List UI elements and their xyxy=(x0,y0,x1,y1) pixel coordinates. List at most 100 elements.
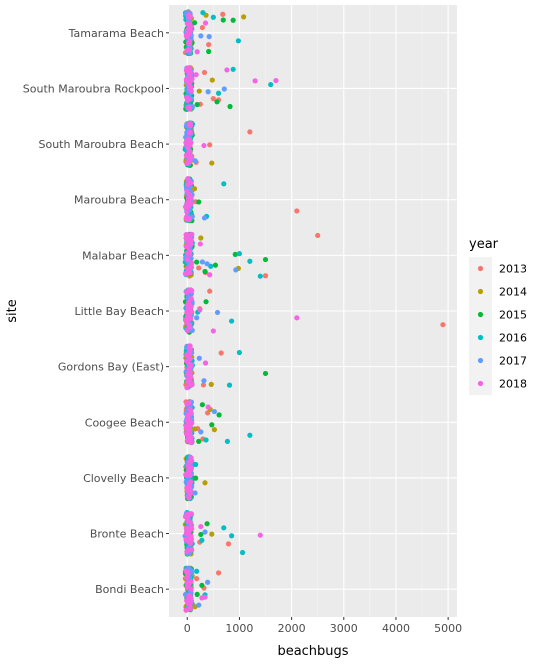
data-point xyxy=(205,404,211,410)
data-point xyxy=(186,594,192,600)
data-point xyxy=(196,199,202,205)
data-point xyxy=(184,385,190,391)
data-point xyxy=(185,176,191,182)
data-point xyxy=(235,38,241,44)
x-axis-title: beachbugs xyxy=(277,644,348,659)
data-point xyxy=(186,322,192,329)
data-points xyxy=(182,9,446,613)
data-point xyxy=(247,129,253,135)
data-point xyxy=(294,208,300,214)
data-point xyxy=(185,104,192,110)
data-point xyxy=(184,209,190,215)
major-gridlines-y xyxy=(169,32,457,590)
data-point xyxy=(194,576,200,582)
data-point xyxy=(184,250,190,256)
data-point xyxy=(230,66,236,72)
legend-label: 2018 xyxy=(499,378,527,391)
data-point xyxy=(229,533,235,539)
data-point xyxy=(206,34,212,40)
data-point xyxy=(224,67,230,73)
data-point xyxy=(201,215,208,221)
data-point xyxy=(194,315,200,321)
data-point xyxy=(199,259,205,265)
data-point xyxy=(187,38,193,44)
data-point xyxy=(257,273,263,279)
legend-label: 2014 xyxy=(499,286,527,299)
y-axis-title: site xyxy=(5,299,20,322)
data-point xyxy=(193,72,199,78)
data-point xyxy=(206,48,212,55)
data-point xyxy=(186,159,193,165)
data-point xyxy=(233,267,239,273)
data-point xyxy=(209,77,215,83)
data-point xyxy=(191,20,198,26)
y-tick-label: Bronte Beach xyxy=(90,528,164,541)
data-point xyxy=(211,408,217,415)
data-point xyxy=(247,258,253,264)
data-point xyxy=(186,122,193,128)
data-point xyxy=(191,186,198,192)
data-point xyxy=(201,69,208,76)
data-point xyxy=(185,232,191,238)
data-point xyxy=(220,11,226,17)
data-point xyxy=(193,475,199,481)
data-point xyxy=(196,265,202,271)
data-point xyxy=(187,270,193,276)
data-point xyxy=(186,488,192,494)
data-point xyxy=(199,582,205,588)
data-point xyxy=(188,380,194,386)
data-point xyxy=(198,523,204,530)
data-point xyxy=(273,77,279,84)
data-point xyxy=(187,348,193,354)
data-point xyxy=(184,94,190,100)
data-point xyxy=(192,158,198,164)
data-point xyxy=(194,49,200,55)
data-point xyxy=(197,307,203,313)
data-point xyxy=(183,607,189,613)
data-point xyxy=(185,181,191,187)
data-point xyxy=(207,288,213,294)
data-point xyxy=(183,244,189,250)
data-point xyxy=(224,438,231,445)
data-point xyxy=(215,90,222,96)
data-point xyxy=(262,370,269,377)
y-tick-label: Tamarama Beach xyxy=(68,27,164,40)
data-point xyxy=(185,547,191,553)
data-point xyxy=(203,437,209,443)
data-point xyxy=(199,537,205,543)
data-point xyxy=(185,601,192,607)
legend-title: year xyxy=(469,237,499,252)
data-point xyxy=(262,256,269,263)
data-point xyxy=(199,24,205,31)
data-point xyxy=(186,216,192,222)
data-point xyxy=(186,191,192,198)
x-tick-label: 1000 xyxy=(225,622,253,635)
data-point xyxy=(196,88,202,94)
y-tick-label: South Maroubra Rockpool xyxy=(23,82,164,95)
data-point xyxy=(184,257,190,263)
data-point xyxy=(184,570,190,576)
data-point xyxy=(188,579,194,585)
data-point xyxy=(221,181,227,187)
data-point xyxy=(226,382,233,388)
data-point xyxy=(186,68,192,74)
data-point xyxy=(201,142,207,149)
data-point xyxy=(186,149,192,155)
y-tick-label: Bondi Beach xyxy=(95,583,164,596)
data-point xyxy=(186,203,192,209)
data-point xyxy=(187,472,193,478)
legend-marker xyxy=(477,357,484,364)
data-point xyxy=(252,78,258,84)
x-tick-label: 3000 xyxy=(330,622,358,635)
data-point xyxy=(209,422,215,428)
data-point xyxy=(209,160,215,166)
data-point xyxy=(185,511,191,517)
data-point xyxy=(211,427,217,433)
data-point xyxy=(194,259,200,265)
data-point xyxy=(196,602,202,608)
data-point xyxy=(207,142,213,148)
data-point xyxy=(184,47,190,53)
data-point xyxy=(208,263,214,269)
legend: year 2013 2014 2015 2016 2017 2018 xyxy=(469,237,527,395)
